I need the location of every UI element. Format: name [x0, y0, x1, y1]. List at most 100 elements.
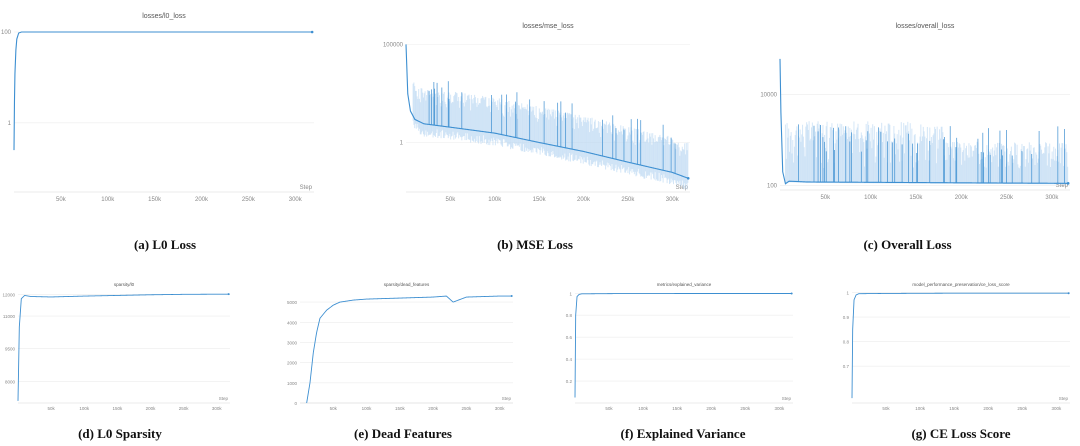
chart-ce-loss-score: model_performance_preservation/ce_loss_s… [843, 282, 1070, 411]
x-tick-label: 250k [1017, 406, 1028, 411]
x-tick-label: 250k [740, 406, 751, 411]
caption-overall-loss: (c) Overall Loss [863, 237, 952, 252]
series-line [17, 293, 229, 401]
x-tick-label: 150k [395, 406, 406, 411]
x-tick-label: 150k [533, 197, 547, 203]
y-tick-label: 100 [1, 30, 12, 36]
x-tick-label: 250k [242, 197, 256, 203]
chart-dead-features: sparsity/dead_features 0 1000 2000 3000 4000 5… [287, 282, 513, 411]
x-tick-label: 200k [955, 195, 969, 201]
x-axis-label: Step [1059, 396, 1069, 401]
x-tick-label: 250k [179, 406, 190, 411]
chart-panel-explained-variance: metrics/explained_variance 0.2 0.4 0.6 0.8 1 5… [563, 280, 803, 411]
x-tick-label: 300k [212, 406, 223, 411]
x-axis-label: Step [502, 396, 512, 401]
chart-title: metrics/explained_variance [657, 282, 712, 287]
chart-panel-ce-loss-score: model_performance_preservation/ce_loss_s… [842, 280, 1080, 411]
noise-band [784, 121, 1069, 185]
y-tick-label: 9500 [5, 347, 16, 352]
y-tick-label: 100000 [383, 42, 404, 48]
caption-l0-sparsity: (d) L0 Sparsity [78, 426, 162, 441]
x-tick-label: 50k [330, 406, 338, 411]
chart-mse-loss: losses/mse_loss 1 100000 50k 100k 150k 200k 250… [383, 23, 690, 203]
x-tick-label: 150k [148, 197, 162, 203]
chart-title: sparsity/dead_features [384, 282, 430, 287]
x-tick-label: 100k [362, 406, 373, 411]
chart-panel-l0-sparsity: sparsity/l0 8000 9500 11000 12000 50k 100k 150k… [0, 280, 240, 411]
series-end-point [310, 30, 314, 34]
y-tick-label: 12000 [2, 292, 15, 297]
x-tick-label: 300k [495, 406, 506, 411]
series-line [405, 44, 689, 179]
chart-panel-dead-features: sparsity/dead_features 0 1000 2000 3000 4000 5… [283, 280, 523, 411]
chart-panel-overall-loss: losses/overall_loss 100 10000 50k 100k 150k 20… [740, 20, 1075, 205]
x-tick-label: 100k [638, 406, 649, 411]
series-line [306, 295, 512, 404]
series-end-point [1067, 292, 1070, 295]
y-tick-label: 8000 [5, 379, 16, 384]
x-tick-label: 150k [949, 406, 960, 411]
series-end-point [686, 176, 690, 180]
series-end-point [1066, 182, 1070, 185]
x-tick-label: 100k [79, 406, 90, 411]
y-tick-label: 0.8 [566, 313, 573, 318]
x-tick-label: 250k [621, 197, 635, 203]
series-line [851, 292, 1069, 399]
y-tick-label: 1000 [287, 381, 298, 386]
x-axis-label: Step [782, 396, 792, 401]
x-tick-label: 150k [909, 195, 923, 201]
chart-title: sparsity/l0 [114, 282, 135, 287]
y-tick-label: 1 [846, 290, 849, 295]
caption-l0-loss: (a) L0 Loss [133, 237, 197, 252]
series-line [574, 293, 792, 398]
x-axis-label: Step [300, 185, 313, 191]
chart-title: losses/l0_loss [142, 13, 186, 20]
chart-title: model_performance_preservation/ce_loss_s… [912, 282, 1010, 287]
x-tick-label: 50k [56, 197, 67, 203]
y-tick-label: 100 [767, 184, 778, 190]
series-line [779, 58, 1069, 185]
x-tick-label: 50k [820, 195, 831, 201]
x-axis-label: Step [1056, 183, 1069, 189]
x-tick-label: 100k [488, 197, 502, 203]
caption-ce-loss-score: (g) CE Loss Score [911, 426, 1011, 441]
x-tick-label: 250k [462, 406, 473, 411]
y-tick-label: 0.8 [843, 340, 850, 345]
x-tick-label: 300k [1051, 406, 1062, 411]
y-tick-label: 2000 [287, 361, 298, 366]
chart-title: losses/mse_loss [522, 23, 574, 30]
x-tick-label: 100k [101, 197, 115, 203]
x-tick-label: 50k [446, 197, 457, 203]
y-tick-label: 11000 [3, 314, 16, 319]
x-tick-label: 300k [666, 197, 680, 203]
series-end-point [510, 295, 513, 298]
chart-title: losses/overall_loss [896, 23, 955, 30]
y-tick-label: 10000 [760, 92, 777, 98]
x-tick-label: 200k [195, 197, 209, 203]
y-tick-label: 0.4 [566, 357, 573, 362]
chart-l0-loss: losses/l0_loss 1 100 50k 100k 150k 200k 250k 300… [1, 13, 314, 203]
chart-panel-mse-loss: losses/mse_loss 1 100000 50k 100k 150k 200k 250… [370, 20, 700, 205]
chart-explained-variance: metrics/explained_variance0.20.40.60.815… [566, 282, 793, 411]
chart-overall-loss: losses/overall_loss 100 10000 50k 100k 150k 20… [760, 23, 1070, 201]
x-tick-label: 200k [428, 406, 439, 411]
x-tick-label: 200k [577, 197, 591, 203]
y-tick-label: 5000 [287, 300, 298, 305]
x-tick-label: 200k [983, 406, 994, 411]
x-tick-label: 250k [1000, 195, 1014, 201]
series-line [13, 31, 313, 151]
x-tick-label: 100k [915, 406, 926, 411]
x-tick-label: 200k [146, 406, 157, 411]
loss-spikes [428, 81, 676, 174]
x-tick-label: 150k [672, 406, 683, 411]
loss-spikes [798, 124, 1065, 184]
x-tick-label: 100k [864, 195, 878, 201]
noise-band [412, 82, 689, 190]
y-tick-label: 0.2 [566, 379, 573, 384]
caption-dead-features: (e) Dead Features [354, 426, 452, 441]
y-tick-label: 1 [569, 291, 572, 296]
y-tick-label: 0.7 [843, 364, 850, 369]
x-axis-label: Step [676, 185, 689, 191]
x-tick-label: 300k [774, 406, 785, 411]
x-tick-label: 300k [289, 197, 303, 203]
